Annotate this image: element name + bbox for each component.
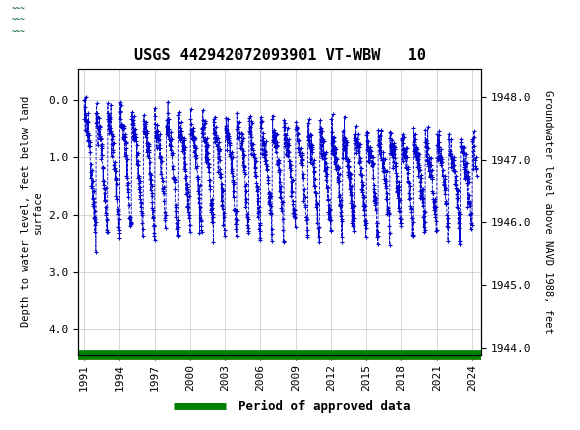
Y-axis label: Depth to water level, feet below land
surface: Depth to water level, feet below land su… <box>21 96 43 327</box>
Text: Period of approved data: Period of approved data <box>238 400 410 413</box>
Title: USGS 442942072093901 VT-WBW   10: USGS 442942072093901 VT-WBW 10 <box>134 49 426 64</box>
Text: ~~~: ~~~ <box>12 5 26 14</box>
Text: ~~~: ~~~ <box>12 16 26 25</box>
Y-axis label: Groundwater level above NAVD 1988, feet: Groundwater level above NAVD 1988, feet <box>543 90 553 334</box>
Text: USGS: USGS <box>44 10 99 28</box>
Bar <box>3 3 35 35</box>
Text: ~~~: ~~~ <box>12 28 26 37</box>
